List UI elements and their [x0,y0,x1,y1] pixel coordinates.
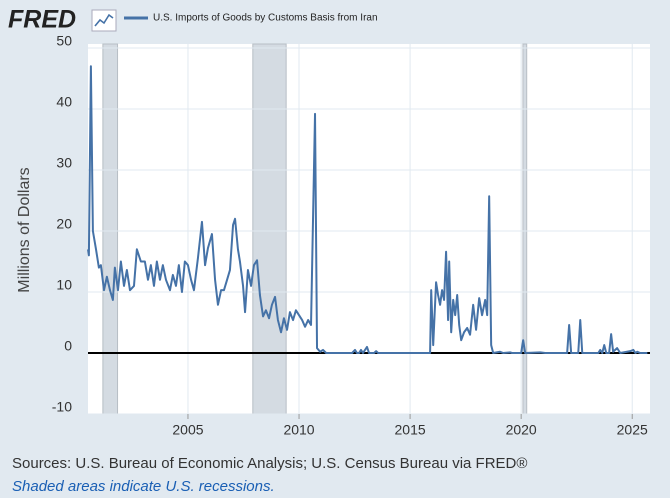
x-tick-label: 2020 [506,422,537,438]
y-axis-label: Millions of Dollars [16,167,33,292]
recession-note: Shaded areas indicate U.S. recessions. [12,478,275,495]
y-tick-label: 20 [56,216,72,232]
data-line [87,65,648,354]
x-tick-label: 2010 [283,422,314,438]
y-tick-label: 0 [64,338,72,354]
recession-shade [522,43,528,415]
x-tick-label: 2015 [395,422,426,438]
y-tick-label: 30 [56,155,72,171]
legend-label: U.S. Imports of Goods by Customs Basis f… [153,13,378,24]
logo-icon [91,9,117,32]
recession-shade [102,43,119,415]
source: Sources: U.S. Bureau of Economic Analysi… [12,455,527,472]
logo: FRED [8,6,76,34]
plot-area [88,44,650,414]
x-tick-label: 2005 [172,422,203,438]
x-tick-label: 2025 [617,422,648,438]
recession-shade [252,43,287,415]
y-tick-label: 10 [56,277,72,293]
y-tick-label: 50 [56,33,72,49]
y-tick-label: 40 [56,94,72,110]
y-tick-label: -10 [52,399,72,415]
